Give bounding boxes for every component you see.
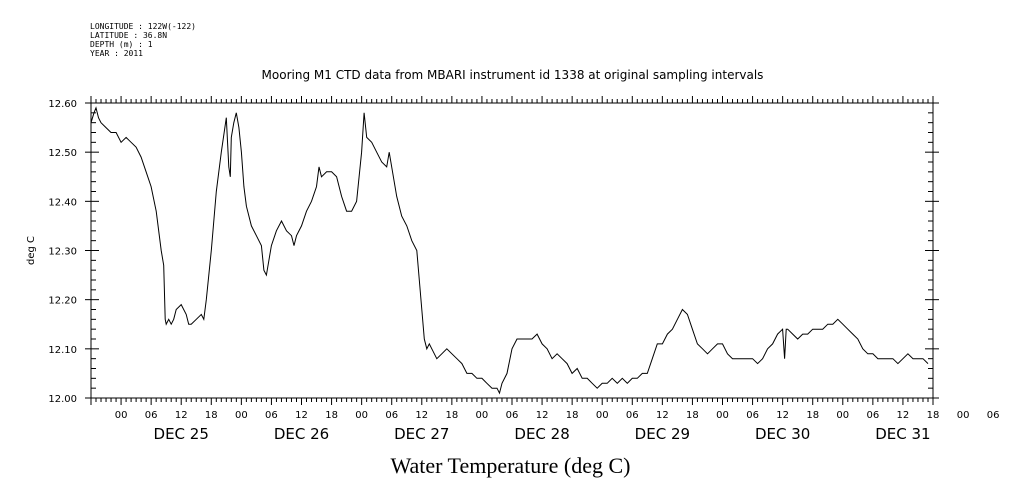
x-tick-label: 12 <box>656 410 669 421</box>
plot-frame <box>90 102 934 399</box>
y-tick-label: 12.10 <box>48 345 77 356</box>
x-day-label: DEC 25 <box>154 425 209 443</box>
temperature-series-line <box>90 106 929 395</box>
depth-text: DEPTH (m) : 1 <box>90 40 153 49</box>
x-axis-title-wrap: Water Temperature (deg C) <box>0 453 1009 479</box>
y-tick-label: 12.40 <box>48 197 77 208</box>
x-day-label: DEC 31 <box>875 425 930 443</box>
y-tick-label: 12.30 <box>48 247 77 258</box>
x-tick-label: 00 <box>115 410 128 421</box>
x-tick-label: 18 <box>566 410 579 421</box>
x-day-label: DEC 26 <box>274 425 329 443</box>
y-tick-label: 12.60 <box>48 99 77 110</box>
metadata-block: LONGITUDE : 122W(-122) LATITUDE : 36.8N … <box>90 22 196 58</box>
x-tick-label: 18 <box>445 410 458 421</box>
x-tick-label: 18 <box>205 410 218 421</box>
longitude-text: LONGITUDE : 122W(-122) <box>90 22 196 31</box>
x-tick-label: 00 <box>596 410 609 421</box>
x-tick-label: 18 <box>806 410 819 421</box>
y-tick-label: 12.00 <box>48 394 77 405</box>
x-tick-label: 00 <box>235 410 248 421</box>
x-day-label: DEC 29 <box>635 425 690 443</box>
x-axis-title: Water Temperature (deg C) <box>390 453 631 478</box>
x-day-label: DEC 27 <box>394 425 449 443</box>
chart-title-wrap: Mooring M1 CTD data from MBARI instrumen… <box>0 68 1009 82</box>
x-tick-label: 18 <box>325 410 338 421</box>
x-day-label: DEC 30 <box>755 425 810 443</box>
x-tick-label: 12 <box>415 410 428 421</box>
latitude-text: LATITUDE : 36.8N <box>90 31 168 40</box>
x-tick-label: 06 <box>987 410 1000 421</box>
x-tick-label: 06 <box>265 410 278 421</box>
x-tick-label: 06 <box>506 410 519 421</box>
x-tick-label: 00 <box>355 410 368 421</box>
x-tick-label: 12 <box>175 410 188 421</box>
x-tick-label: 06 <box>866 410 879 421</box>
x-day-label: DEC 28 <box>514 425 569 443</box>
year-text: YEAR : 2011 <box>90 49 143 58</box>
chart-title: Mooring M1 CTD data from MBARI instrumen… <box>261 68 764 82</box>
x-tick-label: 06 <box>385 410 398 421</box>
x-tick-label: 00 <box>476 410 489 421</box>
x-tick-label: 12 <box>776 410 789 421</box>
x-tick-label: 12 <box>295 410 308 421</box>
x-tick-label: 18 <box>927 410 940 421</box>
x-tick-label: 12 <box>536 410 549 421</box>
y-tick-label: 12.50 <box>48 148 77 159</box>
x-tick-label: 00 <box>836 410 849 421</box>
x-tick-label: 18 <box>686 410 699 421</box>
x-tick-label: 06 <box>145 410 158 421</box>
x-tick-label: 00 <box>957 410 970 421</box>
x-tick-label: 12 <box>897 410 910 421</box>
x-tick-label: 06 <box>626 410 639 421</box>
y-axis-label: deg C <box>26 236 37 265</box>
y-tick-label: 12.20 <box>48 296 77 307</box>
x-tick-label: 00 <box>716 410 729 421</box>
x-tick-label: 06 <box>746 410 759 421</box>
